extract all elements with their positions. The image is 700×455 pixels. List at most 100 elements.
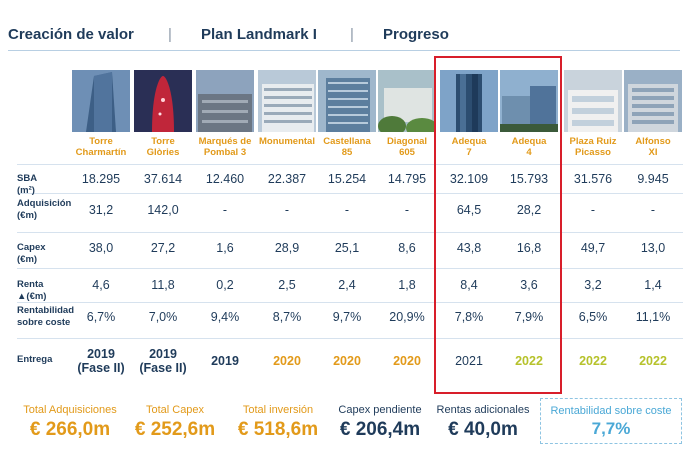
row-label: Capex (€m) — [17, 242, 46, 265]
row-divider — [17, 193, 683, 194]
delivery-cell: 2020 — [393, 354, 421, 368]
table-cell: 64,5 — [456, 203, 482, 217]
row-label: Rentabilidad sobre coste — [17, 305, 75, 328]
delivery-cell: 2019 — [211, 354, 239, 368]
building-name: Torre Glòries — [146, 136, 180, 158]
summary-label: Rentabilidad sobre coste — [550, 405, 672, 417]
delivery-cell: 2022 — [579, 354, 607, 368]
table-cell: - — [590, 203, 596, 217]
summary-label: Total inversión — [242, 404, 314, 416]
table-cell: 32.109 — [449, 172, 489, 186]
header-separator: | — [168, 26, 172, 43]
table-cell: 31,2 — [88, 203, 114, 217]
summary-total-adquisiciones: Total Adquisiciones € 266,0m — [10, 404, 130, 441]
table-cell: 8,4 — [460, 278, 478, 292]
table-cell: 20,9% — [389, 310, 425, 324]
row-divider — [17, 268, 683, 269]
summary-total-inversion: Total inversión € 518,6m — [228, 404, 328, 441]
table-cell: 14.795 — [387, 172, 427, 186]
table-cell: 6,7% — [86, 310, 116, 324]
table-cell: 49,7 — [580, 241, 606, 255]
building-name: Alfonso XI — [635, 136, 671, 158]
building-name: Adequa 7 — [451, 136, 487, 158]
row-label: Renta ▲(€m) — [17, 279, 47, 302]
summary-label: Total Adquisiciones — [23, 404, 117, 416]
table-cell: 4,6 — [92, 278, 110, 292]
building-name: Diagonal 605 — [386, 136, 428, 158]
table-cell: - — [344, 203, 350, 217]
row-divider — [17, 338, 683, 339]
row-label: Adquisición (€m) — [17, 198, 72, 221]
summary-value: 7,7% — [591, 419, 631, 438]
table-cell: 7,0% — [148, 310, 178, 324]
table-cell: 3,6 — [520, 278, 538, 292]
table-cell: 12.460 — [205, 172, 245, 186]
summary-label: Rentas adicionales — [436, 404, 530, 416]
summary-label: Capex pendiente — [338, 404, 422, 416]
header-divider — [8, 50, 680, 51]
table-cell: 43,8 — [456, 241, 482, 255]
delivery-cell: 2022 — [515, 354, 543, 368]
table-cell: 2,5 — [278, 278, 296, 292]
office-trees-photo — [378, 70, 436, 132]
table-cell: 28,2 — [516, 203, 542, 217]
building-name: Plaza Ruiz Picasso — [569, 136, 617, 158]
summary-value: € 206,4m — [339, 419, 421, 440]
office-classic-photo — [624, 70, 682, 132]
building-name: Monumental — [259, 136, 315, 147]
table-cell: 8,6 — [398, 241, 416, 255]
table-cell: 3,2 — [584, 278, 602, 292]
building-name: Marqués de Pombal 3 — [198, 136, 252, 158]
table-cell: 28,9 — [274, 241, 300, 255]
glass-campus-photo — [500, 70, 558, 132]
office-tower-photo — [318, 70, 376, 132]
table-cell: 38,0 — [88, 241, 114, 255]
table-cell: 22.387 — [267, 172, 307, 186]
summary-value: € 266,0m — [29, 419, 111, 440]
table-cell: - — [404, 203, 410, 217]
table-cell: 1,4 — [644, 278, 662, 292]
table-cell: 16,8 — [516, 241, 542, 255]
table-cell: 0,2 — [216, 278, 234, 292]
delivery-cell: 2019 (Fase II) — [77, 347, 125, 375]
table-cell: - — [284, 203, 290, 217]
row-divider — [17, 164, 683, 165]
delivery-cell: 2020 — [333, 354, 361, 368]
table-cell: 31.576 — [573, 172, 613, 186]
header-title-plan: Plan Landmark I — [201, 26, 317, 43]
table-cell: 13,0 — [640, 241, 666, 255]
table-cell: 1,6 — [216, 241, 234, 255]
summary-total-capex: Total Capex € 252,6m — [125, 404, 225, 441]
building-name: Castellana 85 — [323, 136, 371, 158]
table-cell: 27,2 — [150, 241, 176, 255]
summary-value: € 252,6m — [134, 419, 216, 440]
table-cell: 11,1% — [635, 310, 671, 324]
table-cell: 15.254 — [327, 172, 367, 186]
table-cell: 15.793 — [509, 172, 549, 186]
glass-tower-photo — [440, 70, 498, 132]
table-cell: 9,4% — [210, 310, 240, 324]
delivery-cell: 2021 — [455, 354, 483, 368]
header-title-progreso: Progreso — [383, 26, 449, 43]
table-cell: 9,7% — [332, 310, 362, 324]
summary-value: € 518,6m — [237, 419, 319, 440]
building-name: Torre Charmartín — [75, 136, 127, 158]
summary-rentabilidad-box: Rentabilidad sobre coste 7,7% — [540, 398, 682, 444]
city-block-photo — [196, 70, 254, 132]
table-cell: 37.614 — [143, 172, 183, 186]
row-divider — [17, 302, 683, 303]
summary-rentas-adicionales: Rentas adicionales € 40,0m — [428, 404, 538, 441]
delivery-cell: 2020 — [273, 354, 301, 368]
office-facade-photo — [258, 70, 316, 132]
row-label: SBA (m²) — [17, 173, 37, 196]
tower-red-photo — [134, 70, 192, 132]
building-name: Adequa 4 — [511, 136, 547, 158]
summary-capex-pendiente: Capex pendiente € 206,4m — [330, 404, 430, 441]
header-separator: | — [350, 26, 354, 43]
delivery-cell: 2019 (Fase II) — [139, 347, 187, 375]
table-cell: 142,0 — [147, 203, 179, 217]
table-cell: 6,5% — [578, 310, 608, 324]
table-cell: 8,7% — [272, 310, 302, 324]
table-cell: 7,8% — [454, 310, 484, 324]
table-cell: 18.295 — [81, 172, 121, 186]
